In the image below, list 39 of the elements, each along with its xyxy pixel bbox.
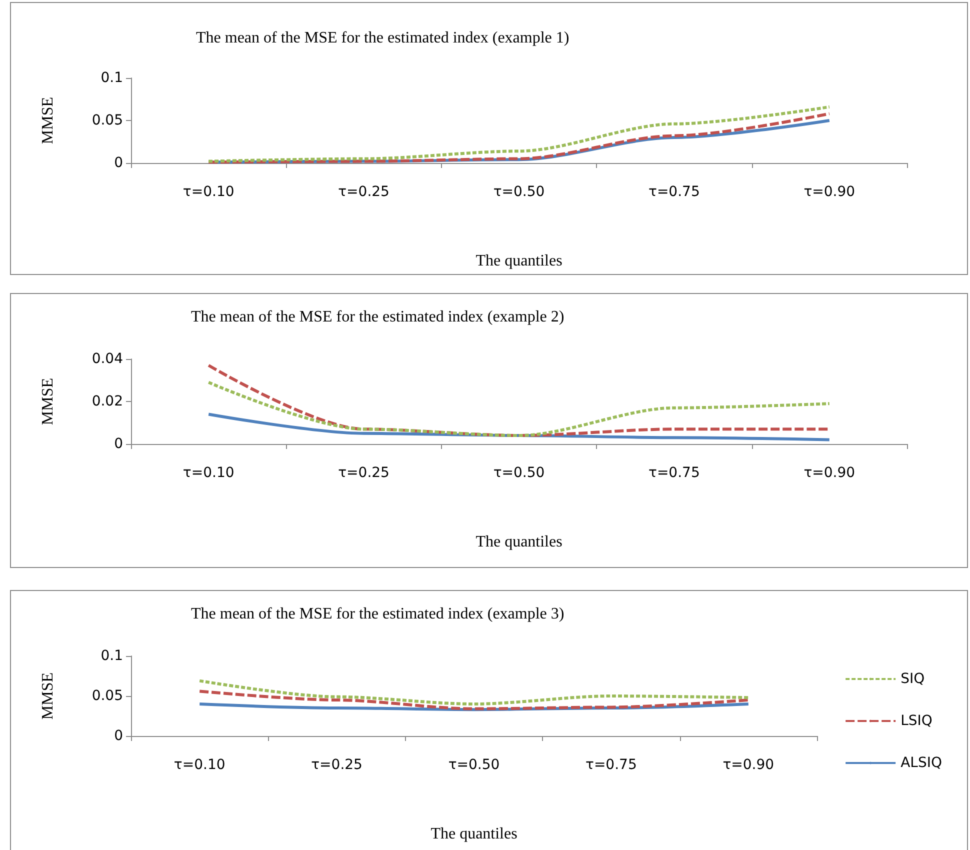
x-tick-label: τ=0.10 — [182, 184, 234, 200]
legend-label: LSIQ — [900, 713, 932, 729]
y-tick-label: 0 — [114, 728, 123, 744]
x-tick-label: τ=0.10 — [182, 465, 234, 481]
line-series — [198, 679, 750, 706]
x-tick-label: τ=0.75 — [648, 184, 700, 200]
chart-title: The mean of the MSE for the estimated index (example 3) — [191, 606, 564, 622]
y-tick-label: 0.02 — [92, 394, 123, 410]
legend-label: ALSIQ — [900, 755, 942, 771]
y-axis-title: MMSE — [40, 672, 56, 720]
y-tick-label: 0.05 — [92, 112, 123, 128]
x-tick-label: τ=0.25 — [311, 757, 362, 773]
legend-label: SIQ — [900, 671, 925, 687]
x-tick-label: τ=0.75 — [586, 757, 637, 773]
x-tick-label: τ=0.25 — [338, 465, 390, 481]
chart-title: The mean of the MSE for the estimated index (example 1) — [196, 30, 570, 46]
y-tick-label: 0.04 — [92, 351, 124, 367]
x-tick-label: τ=0.75 — [648, 465, 700, 481]
x-tick-label: τ=0.50 — [448, 757, 500, 773]
y-axis-title: MMSE — [40, 96, 56, 144]
x-axis-title: The quantiles — [476, 252, 562, 270]
y-tick-label: 0 — [114, 436, 123, 452]
y-axis-title: MMSE — [40, 378, 56, 426]
x-tick-label: τ=0.50 — [493, 465, 545, 481]
line-series — [207, 380, 831, 437]
x-axis-title: The quantiles — [430, 826, 518, 842]
y-tick-label: 0 — [114, 155, 123, 171]
y-tick-label: 0.05 — [92, 688, 123, 704]
y-tick-label: 0.1 — [100, 648, 123, 664]
x-tick-label: τ=0.10 — [174, 757, 226, 773]
x-tick-label: τ=0.90 — [722, 757, 774, 773]
x-tick-label: τ=0.25 — [338, 184, 390, 200]
x-axis-title: The quantiles — [476, 534, 562, 550]
y-tick-label: 0.1 — [100, 70, 123, 86]
chart-title: The mean of the MSE for the estimated index (example 2) — [191, 308, 564, 326]
x-tick-label: τ=0.90 — [804, 465, 856, 481]
x-tick-label: τ=0.90 — [804, 184, 856, 200]
x-tick-label: τ=0.50 — [493, 184, 545, 200]
line-series — [198, 690, 750, 710]
